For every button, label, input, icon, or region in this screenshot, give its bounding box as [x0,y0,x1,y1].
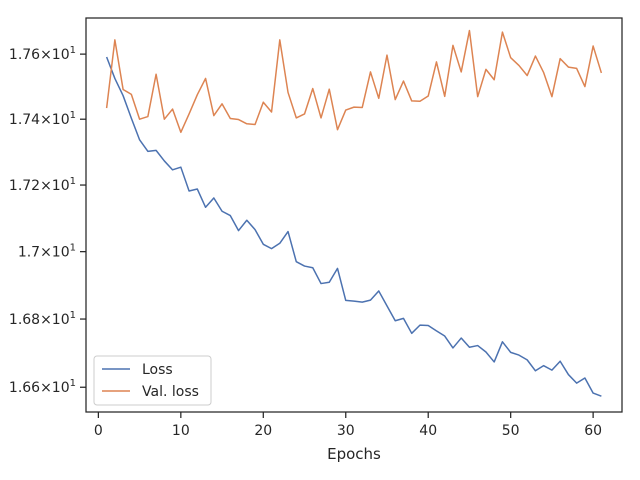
y-tick-exponent: 1 [70,176,76,187]
x-axis-label: Epochs [327,445,381,463]
series-layer [105,29,603,397]
y-tick-label: 1.76×101 [9,45,76,63]
y-tick-mantissa: 1.7 [18,245,40,261]
y-tick-exponent: 1 [70,110,76,121]
y-tick-times: ×10 [40,312,70,328]
x-tick-label: 20 [254,423,272,439]
plot-area [85,17,623,413]
y-tick-mantissa: 1.76 [9,47,40,63]
x-axis-ticks: 0 10 20 30 40 50 60 [94,412,602,439]
y-axis-ticks: 1.66×1011.68×1011.7×1011.72×1011.74×1011… [9,45,86,396]
y-tick-mantissa: 1.66 [9,380,40,396]
x-tick-label: 30 [337,423,355,439]
y-tick-mantissa: 1.68 [9,312,40,328]
y-tick-exponent: 1 [70,45,76,56]
series-line-1 [105,29,603,134]
y-tick-label: 1.68×101 [9,310,76,328]
y-tick-label: 1.72×101 [9,176,76,194]
legend-label: Loss [142,362,173,378]
legend-label: Val. loss [142,384,199,400]
y-tick-mantissa: 1.74 [9,112,40,128]
legend: Loss Val. loss [93,355,212,406]
y-tick-times: ×10 [40,47,70,63]
y-tick-exponent: 1 [70,310,76,321]
y-tick-label: 1.66×101 [9,378,76,396]
x-tick-label: 40 [419,423,437,439]
x-tick-label: 60 [584,423,602,439]
y-tick-times: ×10 [40,380,70,396]
x-tick-label: 0 [94,423,103,439]
y-tick-exponent: 1 [70,378,76,389]
y-tick-label: 1.7×101 [18,243,76,261]
y-tick-times: ×10 [40,112,70,128]
y-tick-times: ×10 [40,245,70,261]
x-tick-label: 50 [502,423,520,439]
x-tick-label: 10 [172,423,190,439]
series-line-0 [105,56,602,397]
y-tick-times: ×10 [40,178,70,194]
y-tick-mantissa: 1.72 [9,178,40,194]
y-tick-label: 1.74×101 [9,110,76,128]
y-tick-exponent: 1 [70,243,76,254]
